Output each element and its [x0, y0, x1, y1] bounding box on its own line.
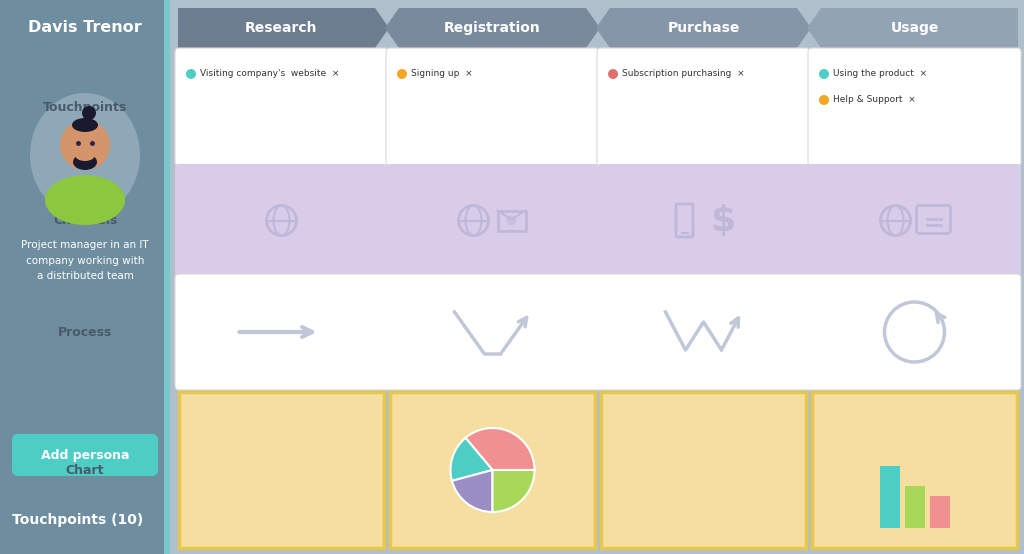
- Text: Visiting company's  website  ×: Visiting company's website ×: [200, 69, 339, 79]
- Text: Purchase: Purchase: [668, 21, 739, 35]
- Circle shape: [397, 69, 407, 79]
- Circle shape: [82, 106, 96, 120]
- Bar: [0, 0, 170, 554]
- Text: Usage: Usage: [890, 21, 939, 35]
- Text: Subscription purchasing  ×: Subscription purchasing ×: [622, 69, 744, 79]
- Circle shape: [186, 69, 196, 79]
- FancyBboxPatch shape: [808, 48, 1021, 166]
- Ellipse shape: [72, 118, 98, 132]
- Bar: [880, 466, 899, 528]
- FancyBboxPatch shape: [597, 164, 810, 277]
- FancyBboxPatch shape: [812, 392, 1017, 548]
- Text: $: $: [710, 203, 735, 238]
- Text: Channels: Channels: [53, 214, 117, 227]
- Wedge shape: [452, 470, 493, 512]
- FancyBboxPatch shape: [179, 392, 384, 548]
- Bar: [904, 486, 925, 528]
- Polygon shape: [596, 8, 811, 48]
- FancyBboxPatch shape: [175, 274, 1021, 390]
- Text: Chart: Chart: [66, 464, 104, 476]
- Text: Research: Research: [246, 21, 317, 35]
- FancyBboxPatch shape: [808, 164, 1021, 277]
- Text: Project manager in an IT
company working with
a distributed team: Project manager in an IT company working…: [22, 240, 148, 281]
- FancyBboxPatch shape: [386, 164, 599, 277]
- Ellipse shape: [75, 149, 95, 161]
- Bar: [164, 0, 170, 554]
- Circle shape: [819, 69, 829, 79]
- Text: Process: Process: [57, 326, 113, 338]
- FancyBboxPatch shape: [386, 48, 599, 166]
- Polygon shape: [807, 8, 1018, 48]
- FancyBboxPatch shape: [175, 48, 388, 166]
- Wedge shape: [466, 428, 535, 470]
- FancyBboxPatch shape: [390, 392, 595, 548]
- Ellipse shape: [45, 175, 125, 225]
- Bar: [930, 496, 949, 528]
- Polygon shape: [178, 8, 389, 48]
- Text: Davis Trenor: Davis Trenor: [28, 20, 142, 35]
- FancyBboxPatch shape: [175, 164, 388, 277]
- FancyBboxPatch shape: [597, 48, 810, 166]
- Text: Registration: Registration: [444, 21, 541, 35]
- FancyBboxPatch shape: [601, 392, 806, 548]
- Text: Help & Support  ×: Help & Support ×: [833, 95, 915, 105]
- Circle shape: [608, 69, 618, 79]
- Ellipse shape: [73, 154, 97, 170]
- Circle shape: [60, 120, 110, 170]
- Wedge shape: [493, 470, 535, 512]
- Ellipse shape: [30, 93, 140, 217]
- Text: Touchpoints: Touchpoints: [43, 100, 127, 114]
- Circle shape: [507, 216, 516, 225]
- Text: Touchpoints (10): Touchpoints (10): [12, 513, 143, 527]
- Text: Add persona: Add persona: [41, 449, 129, 461]
- Text: Using the product  ×: Using the product ×: [833, 69, 927, 79]
- Text: Signing up  ×: Signing up ×: [411, 69, 473, 79]
- Wedge shape: [451, 438, 493, 481]
- Polygon shape: [385, 8, 600, 48]
- FancyBboxPatch shape: [12, 434, 158, 476]
- Circle shape: [819, 95, 829, 105]
